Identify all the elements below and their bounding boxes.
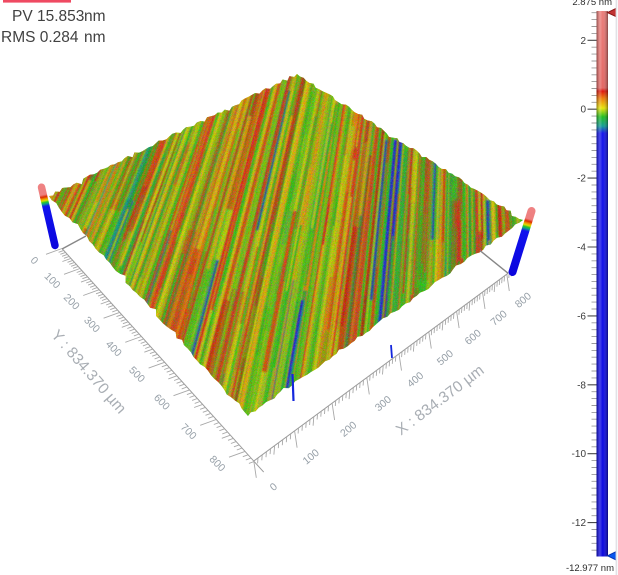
svg-text:0: 0 (268, 481, 280, 494)
svg-text:600: 600 (463, 327, 484, 348)
svg-text:2.875 nm: 2.875 nm (572, 0, 612, 8)
svg-text:nm: nm (84, 29, 106, 46)
svg-text:nm: nm (84, 8, 106, 25)
svg-text:Y : 834.370 µm: Y : 834.370 µm (47, 327, 129, 418)
svg-text:600: 600 (151, 392, 172, 413)
svg-text:X : 834.370 µm: X : 834.370 µm (393, 362, 487, 439)
svg-text:700: 700 (178, 421, 199, 442)
svg-text:RMS 0.284: RMS 0.284 (1, 29, 79, 46)
svg-text:500: 500 (126, 364, 147, 385)
svg-text:-12: -12 (572, 518, 587, 529)
svg-text:-12.977 nm: -12.977 nm (566, 563, 614, 574)
svg-text:200: 200 (338, 419, 359, 440)
svg-text:100: 100 (301, 447, 322, 468)
svg-text:500: 500 (435, 348, 456, 369)
svg-text:800: 800 (513, 290, 534, 311)
svg-text:400: 400 (405, 370, 426, 391)
svg-text:-2: -2 (577, 174, 586, 185)
svg-text:700: 700 (489, 308, 510, 329)
svg-text:-6: -6 (577, 311, 586, 322)
svg-text:PV 15.853: PV 15.853 (12, 8, 84, 25)
svg-text:100: 100 (42, 270, 63, 291)
svg-text:200: 200 (61, 292, 82, 313)
svg-text:0: 0 (28, 255, 41, 268)
svg-text:2: 2 (580, 36, 586, 47)
svg-text:300: 300 (373, 393, 394, 414)
svg-text:-10: -10 (572, 449, 587, 460)
svg-text:300: 300 (81, 314, 102, 335)
svg-text:-4: -4 (577, 243, 586, 254)
svg-text:-8: -8 (577, 380, 586, 391)
svg-text:800: 800 (207, 453, 228, 474)
svg-text:400: 400 (103, 338, 124, 359)
svg-text:0: 0 (580, 105, 586, 116)
